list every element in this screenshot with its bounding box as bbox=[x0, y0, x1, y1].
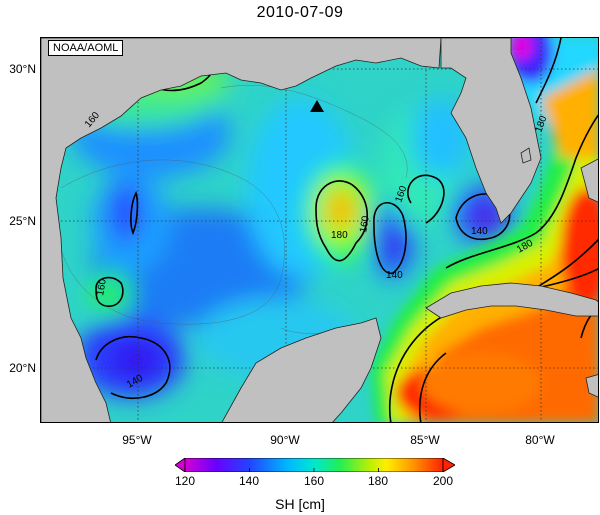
yucatan-land bbox=[221, 317, 382, 422]
contour-label: 160 bbox=[358, 215, 372, 234]
colorbar-max-arrow bbox=[442, 458, 455, 472]
colorbar-min-arrow bbox=[175, 458, 186, 472]
lat-tick-30: 30°N bbox=[9, 62, 36, 76]
colorbar-tick: 180 bbox=[367, 474, 389, 488]
triangle-marker-icon bbox=[310, 100, 324, 112]
colorbar-tick: 200 bbox=[432, 474, 454, 488]
colorbar-label: SH [cm] bbox=[275, 496, 325, 512]
warm-current-field bbox=[371, 38, 598, 422]
map-panel: 160 160 180 160 140 160 180 140 140 180 bbox=[40, 37, 599, 423]
lon-tick-80: 80°W bbox=[525, 433, 555, 447]
lat-tick-20: 20°N bbox=[9, 361, 36, 375]
bahamas-land bbox=[580, 158, 598, 203]
colorbar-tick: 160 bbox=[303, 474, 325, 488]
map-title: 2010-07-09 bbox=[256, 4, 344, 21]
lon-tick-90: 90°W bbox=[270, 433, 300, 447]
contour-label: 160 bbox=[95, 278, 109, 297]
colorbar-tick: 140 bbox=[238, 474, 260, 488]
colorbar bbox=[175, 458, 455, 472]
lon-tick-85: 85°W bbox=[410, 433, 440, 447]
colorbar-tick: 120 bbox=[174, 474, 196, 488]
lon-tick-95: 95°W bbox=[122, 433, 152, 447]
contour-label: 140 bbox=[386, 270, 403, 281]
sea-height-map: 160 160 180 160 140 160 180 140 140 180 bbox=[41, 38, 598, 422]
jamaica-land bbox=[585, 374, 598, 398]
land-masses bbox=[41, 38, 598, 422]
us-mexico-west-land bbox=[41, 38, 442, 422]
islet-land bbox=[520, 147, 532, 164]
source-label: NOAA/AOML bbox=[48, 40, 124, 56]
lat-tick-25: 25°N bbox=[9, 214, 36, 228]
florida-land bbox=[440, 38, 542, 224]
contour-label: 180 bbox=[331, 230, 348, 241]
cuba-land bbox=[425, 282, 598, 319]
contour-label: 140 bbox=[471, 226, 488, 237]
